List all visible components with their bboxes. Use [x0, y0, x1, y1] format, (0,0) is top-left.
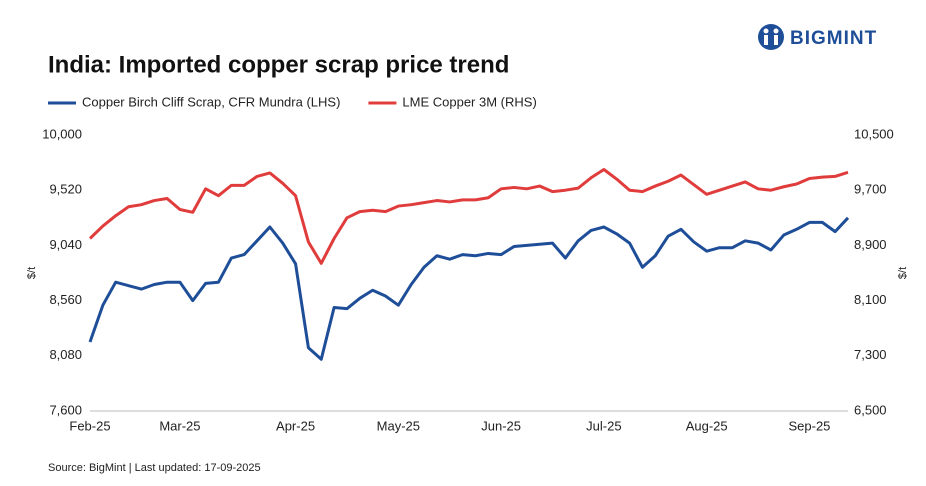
y-tick-label: 8,560: [49, 292, 82, 307]
y-axis-label: $/t: [26, 267, 38, 279]
x-tick-label: Mar-25: [159, 418, 200, 433]
y-tick-label: 9,520: [49, 182, 82, 197]
y2-tick-label: 10,500: [854, 126, 894, 141]
series-line: [88, 168, 849, 265]
x-tick-label: Apr-25: [276, 418, 315, 433]
y2-tick-label: 6,500: [854, 402, 887, 417]
chart-title: India: Imported copper scrap price trend: [48, 51, 509, 78]
x-tick-label: Feb-25: [69, 418, 110, 433]
brand: BIGMINT: [790, 28, 877, 49]
x-tick-label: Aug-25: [686, 418, 728, 433]
y2-tick-label: 9,700: [854, 182, 887, 197]
y-tick-label: 9,040: [49, 237, 82, 252]
y-tick-label: 7,600: [49, 402, 82, 417]
legend-label: Copper Birch Cliff Scrap, CFR Mundra (LH…: [82, 94, 340, 109]
source: Source: BigMint | Last updated: 17-09-20…: [48, 462, 261, 474]
y-tick-label: 10,000: [42, 126, 82, 141]
series-line: [88, 216, 850, 361]
x-tick-label: Sep-25: [788, 418, 830, 433]
y2-axis-label: $/t: [897, 267, 909, 279]
legend-label: LME Copper 3M (RHS): [402, 94, 536, 109]
x-tick-label: May-25: [377, 418, 420, 433]
x-tick-label: Jul-25: [586, 418, 621, 433]
y2-tick-label: 8,100: [854, 292, 887, 307]
y-tick-label: 8,080: [49, 347, 82, 362]
y2-tick-label: 8,900: [854, 237, 887, 252]
x-tick-label: Jun-25: [481, 418, 521, 433]
logo-icon: [758, 24, 784, 50]
y2-tick-label: 7,300: [854, 347, 887, 362]
